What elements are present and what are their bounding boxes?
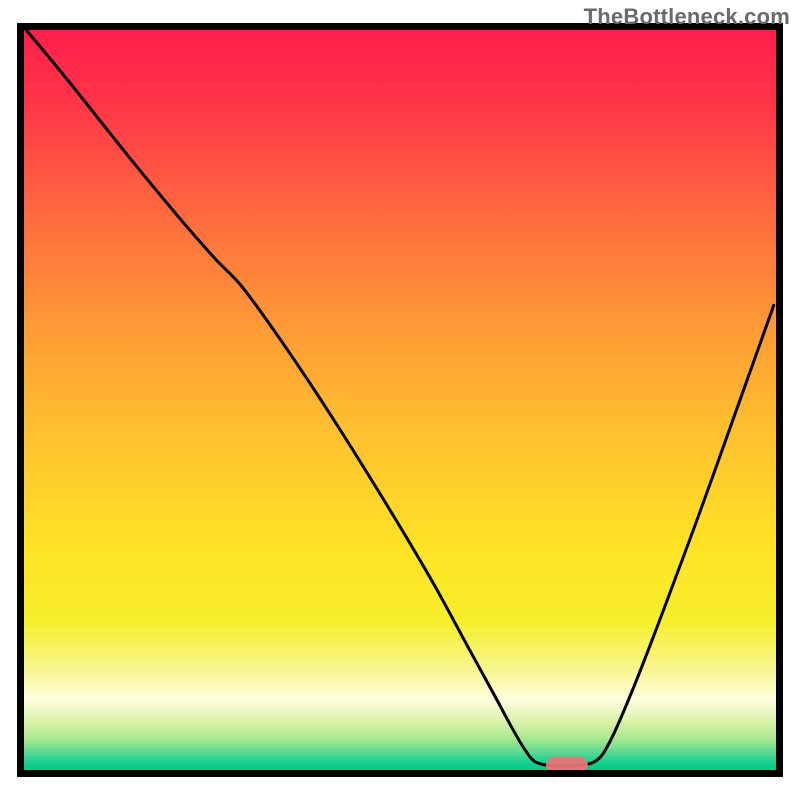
chart-container: { "watermark": "TheBottleneck.com", "cha…	[0, 0, 800, 800]
watermark-text: TheBottleneck.com	[584, 4, 790, 30]
plot-background	[24, 30, 776, 770]
bottleneck-chart	[0, 0, 800, 800]
